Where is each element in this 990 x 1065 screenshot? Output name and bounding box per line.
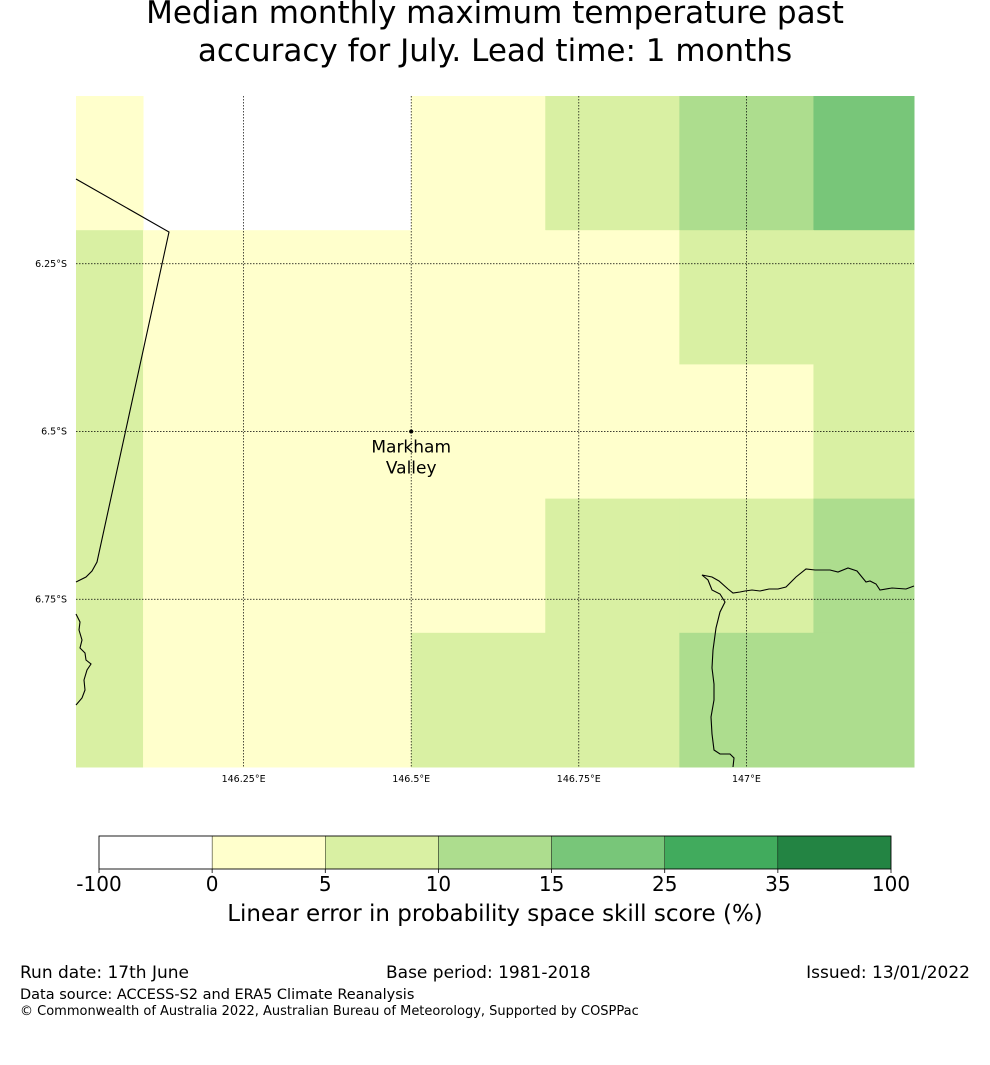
place-name-line-1: Markham xyxy=(371,438,451,458)
skill-grid xyxy=(76,96,915,768)
grid-cell xyxy=(813,230,915,365)
grid-cell xyxy=(277,632,412,768)
copyright: © Commonwealth of Australia 2022, Austra… xyxy=(20,1004,639,1019)
grid-cell xyxy=(545,498,680,634)
colorbar-swatch xyxy=(551,835,665,870)
grid-cell xyxy=(76,632,144,768)
grid-cell xyxy=(545,364,680,500)
grid-cell xyxy=(76,230,144,365)
grid-cell xyxy=(76,498,144,634)
grid-cell xyxy=(143,632,278,768)
coastline-east xyxy=(701,567,915,768)
grid-cell xyxy=(545,96,680,231)
grid-cell xyxy=(813,96,915,231)
lon-tick-label: 146.25°E xyxy=(222,774,266,785)
lon-tick-label: 147°E xyxy=(732,774,761,785)
grid-cell xyxy=(277,230,412,365)
border-line xyxy=(75,178,170,583)
grid-cell xyxy=(76,96,144,231)
grid-cell xyxy=(813,632,915,768)
colorbar-tick-label: 35 xyxy=(765,872,790,896)
grid-cell xyxy=(277,498,412,634)
grid-cell xyxy=(411,632,546,768)
place-name-line-2: Valley xyxy=(386,459,437,479)
axis-labels: 146.25°E 146.5°E 146.75°E 147°E 6.25°S 6.5°S 6… xyxy=(35,259,761,785)
colorbar-tick-label: 15 xyxy=(539,872,564,896)
graticule xyxy=(76,96,914,767)
colorbar-tick-label: 25 xyxy=(652,872,677,896)
colorbar-tick-label: -100 xyxy=(76,872,121,896)
lon-tick-label: 146.5°E xyxy=(392,774,430,785)
colorbar-swatch xyxy=(438,835,552,870)
colorbar-tick-label: 10 xyxy=(426,872,451,896)
colorbar-tick-label: 0 xyxy=(206,872,219,896)
grid-cell xyxy=(411,230,546,365)
colorbar-tick-label: 5 xyxy=(319,872,332,896)
map-title: Median monthly maximum temperature past … xyxy=(0,0,990,70)
grid-cell xyxy=(545,230,680,365)
grid-cell xyxy=(545,632,680,768)
place-marker: Markham Valley xyxy=(371,429,451,479)
grid-cell xyxy=(679,364,814,500)
colorbar-frame xyxy=(98,835,892,870)
colorbar-swatch xyxy=(325,835,439,870)
colorbar-swatch xyxy=(211,835,326,870)
grid-cell xyxy=(411,498,546,634)
map-title-line-1: Median monthly maximum temperature past xyxy=(146,0,844,31)
colorbar: -100 0 5 10 15 25 35 100 xyxy=(76,835,910,896)
place-dot xyxy=(409,429,414,434)
run-date: Run date: 17th June xyxy=(20,963,189,983)
coastline-west xyxy=(75,613,92,706)
colorbar-title: Linear error in probability space skill … xyxy=(227,901,763,927)
grid-cell xyxy=(143,364,278,500)
grid-cell xyxy=(411,96,546,231)
lat-tick-label: 6.25°S xyxy=(35,259,67,270)
grid-cell xyxy=(143,498,278,634)
base-period: Base period: 1981-2018 xyxy=(386,963,591,983)
lat-tick-label: 6.5°S xyxy=(41,427,67,438)
coastline xyxy=(75,178,915,768)
issued-date: Issued: 13/01/2022 xyxy=(806,963,970,983)
colorbar-swatch xyxy=(664,835,779,870)
colorbar-tick-label: 100 xyxy=(872,872,910,896)
map-title-line-2: accuracy for July. Lead time: 1 months xyxy=(197,33,793,69)
data-source: Data source: ACCESS-S2 and ERA5 Climate … xyxy=(20,987,415,1003)
colorbar-swatch xyxy=(777,835,892,870)
grid-cell xyxy=(143,230,278,365)
colorbar-swatch xyxy=(98,835,213,870)
lat-tick-label: 6.75°S xyxy=(35,594,67,605)
grid-cell xyxy=(679,498,814,634)
lon-tick-label: 146.75°E xyxy=(557,774,601,785)
grid-cell xyxy=(813,498,915,634)
